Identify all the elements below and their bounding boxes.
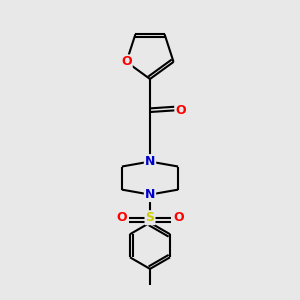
Text: O: O — [116, 211, 127, 224]
Text: O: O — [121, 56, 132, 68]
Text: N: N — [145, 188, 155, 201]
Text: O: O — [173, 211, 184, 224]
Text: O: O — [176, 104, 186, 117]
Text: S: S — [146, 211, 154, 224]
Text: N: N — [145, 155, 155, 168]
